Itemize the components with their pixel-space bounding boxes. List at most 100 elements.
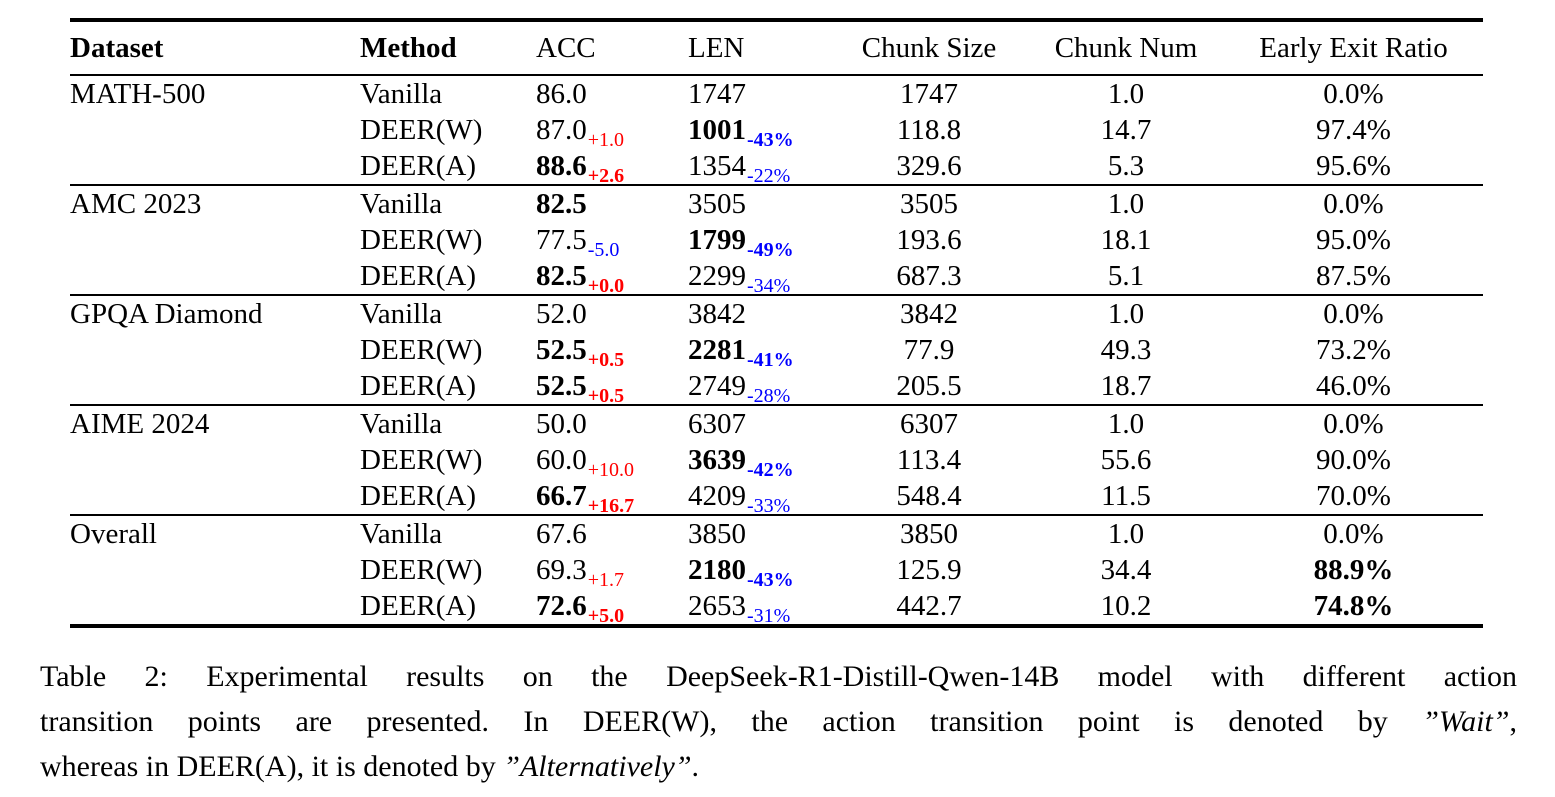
cell-early-exit-ratio-value: 46.0%	[1316, 369, 1391, 402]
cell-acc-value: 82.5	[536, 259, 587, 292]
caption-italic-term: ”Wait”	[1422, 705, 1510, 738]
cell-chunk-size-value: 125.9	[896, 553, 962, 586]
cell-method: DEER(W)	[360, 223, 483, 256]
cell-acc-value: 82.5	[536, 187, 587, 220]
cell-chunk-size-value: 3850	[900, 517, 958, 550]
caption-text: whereas in DEER(A), it is denoted by	[40, 750, 504, 783]
cell-chunk-num-value: 1.0	[1107, 297, 1145, 330]
cell-len-delta: -28%	[747, 384, 791, 407]
column-header-dataset: Dataset	[70, 31, 164, 64]
cell-len-delta: -34%	[747, 274, 791, 297]
cell-chunk-size-value: 687.3	[896, 259, 962, 292]
caption-line: Table 2: Experimental results on the Dee…	[40, 654, 1517, 699]
cell-early-exit-ratio: 73.2%	[1224, 332, 1483, 368]
cell-chunk-num-value: 18.1	[1100, 223, 1152, 256]
cell-early-exit-ratio: 97.4%	[1224, 112, 1483, 148]
cell-chunk-size: 329.6	[830, 148, 1028, 185]
cell-acc-delta: +0.0	[587, 274, 625, 297]
cell-chunk-size: 3505	[830, 184, 1028, 222]
cell-acc-value: 87.0	[536, 113, 587, 146]
cell-acc-value: 66.7	[536, 479, 587, 512]
cell-chunk-num-value: 10.2	[1100, 589, 1152, 622]
cell-chunk-num-value: 14.7	[1100, 113, 1152, 146]
cell-acc-value: 50.0	[536, 407, 587, 440]
cell-method: Vanilla	[360, 294, 536, 332]
cell-acc-value: 88.6	[536, 149, 587, 182]
table-2-container: Dataset Method ACC LEN Chunk Size Chunk Num Ea…	[70, 18, 1483, 628]
cell-len: 1747	[688, 74, 830, 112]
table-row: DEER(A) 82.5+0.0 2299-34% 687.3 5.1 87.5%	[70, 258, 1483, 297]
column-header-early-exit-ratio: Early Exit Ratio	[1259, 31, 1448, 64]
cell-chunk-size-value: 77.9	[903, 333, 955, 366]
cell-len-value: 4209	[688, 479, 746, 512]
cell-chunk-num: 5.3	[1028, 148, 1224, 185]
cell-chunk-size-value: 548.4	[896, 479, 962, 512]
cell-dataset	[70, 258, 360, 295]
cell-chunk-size: 1747	[830, 74, 1028, 112]
cell-chunk-num-value: 49.3	[1100, 333, 1152, 366]
cell-early-exit-ratio: 74.8%	[1224, 588, 1483, 626]
cell-acc-delta: +1.7	[587, 568, 625, 591]
cell-chunk-num-value: 1.0	[1107, 517, 1145, 550]
cell-early-exit-ratio-value: 97.4%	[1316, 113, 1391, 146]
cell-chunk-size: 125.9	[830, 552, 1028, 588]
cell-method: DEER(W)	[360, 553, 483, 586]
cell-chunk-size-value: 118.8	[896, 113, 962, 146]
table-body: MATH-500 Vanilla 86.0 1747 1747 1.0 0.0% DEER(W…	[70, 74, 1483, 626]
cell-len-delta: -42%	[747, 458, 794, 481]
cell-method: Vanilla	[360, 74, 536, 112]
cell-len-value: 3842	[688, 297, 746, 330]
cell-chunk-num: 10.2	[1028, 588, 1224, 626]
cell-chunk-num-value: 34.4	[1100, 553, 1152, 586]
table-row: DEER(A) 72.6+5.0 2653-31% 442.7 10.2 74.8%	[70, 588, 1483, 626]
cell-early-exit-ratio-value: 0.0%	[1323, 187, 1384, 220]
cell-dataset: AMC 2023	[70, 184, 360, 222]
cell-early-exit-ratio-value: 0.0%	[1323, 407, 1384, 440]
cell-method: DEER(A)	[360, 369, 476, 402]
cell-acc: 82.5+0.0	[536, 258, 688, 297]
cell-acc: 66.7+16.7	[536, 478, 688, 516]
cell-chunk-size-value: 3505	[900, 187, 958, 220]
cell-acc-delta: +10.0	[587, 458, 635, 481]
cell-dataset	[70, 442, 360, 478]
results-table: Dataset Method ACC LEN Chunk Size Chunk Num Ea…	[70, 18, 1483, 628]
cell-len-value: 2299	[688, 259, 746, 292]
paper-page: Dataset Method ACC LEN Chunk Size Chunk Num Ea…	[0, 18, 1555, 797]
cell-early-exit-ratio: 0.0%	[1224, 184, 1483, 222]
caption-line: whereas in DEER(A), it is denoted by ”Al…	[40, 744, 1517, 789]
cell-dataset: AIME 2024	[70, 404, 360, 442]
cell-acc: 52.5+0.5	[536, 332, 688, 370]
table-row: DEER(W) 52.5+0.5 2281-41% 77.9 49.3 73.2%	[70, 332, 1483, 370]
cell-acc: 52.0	[536, 294, 688, 332]
caption-italic-term: ”Alternatively”	[503, 750, 692, 783]
cell-len: 6307	[688, 404, 830, 442]
cell-dataset	[70, 588, 360, 626]
cell-chunk-num: 1.0	[1028, 294, 1224, 332]
cell-method: DEER(A)	[360, 589, 476, 622]
cell-early-exit-ratio-value: 0.0%	[1323, 297, 1384, 330]
cell-acc-value: 86.0	[536, 77, 587, 110]
cell-chunk-num-value: 5.3	[1107, 149, 1145, 182]
cell-dataset	[70, 112, 360, 148]
cell-chunk-num: 1.0	[1028, 184, 1224, 222]
cell-chunk-num: 34.4	[1028, 552, 1224, 588]
cell-early-exit-ratio-value: 95.6%	[1316, 149, 1391, 182]
cell-acc-value: 52.5	[536, 369, 587, 402]
table-caption: Table 2: Experimental results on the Dee…	[40, 654, 1517, 789]
cell-chunk-size: 687.3	[830, 258, 1028, 295]
table-row: DEER(W) 87.0+1.0 1001-43% 118.8 14.7 97.4%	[70, 112, 1483, 150]
cell-method: Vanilla	[360, 404, 536, 442]
cell-chunk-size: 193.6	[830, 222, 1028, 258]
cell-len: 2299-34%	[688, 258, 830, 297]
cell-acc: 69.3+1.7	[536, 552, 688, 591]
cell-chunk-num: 55.6	[1028, 442, 1224, 478]
cell-len: 2281-41%	[688, 332, 830, 370]
cell-chunk-size: 3842	[830, 294, 1028, 332]
cell-chunk-num-value: 5.1	[1107, 259, 1145, 292]
cell-acc: 86.0	[536, 74, 688, 112]
cell-acc-delta: +2.6	[587, 164, 625, 187]
cell-acc-value: 69.3	[536, 553, 587, 586]
cell-acc: 82.5	[536, 184, 688, 222]
cell-chunk-size: 3850	[830, 514, 1028, 552]
cell-chunk-size-value: 6307	[900, 407, 958, 440]
